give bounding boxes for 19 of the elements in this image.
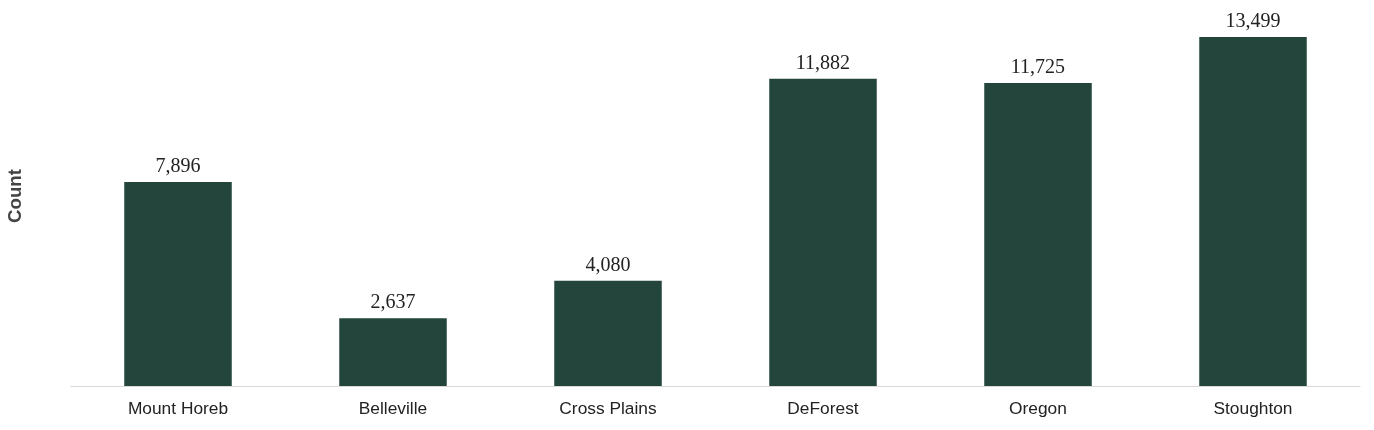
x-tick-label: Belleville [358, 397, 428, 418]
y-axis-title: Count [3, 169, 25, 223]
bar [124, 182, 232, 387]
data-label: 2,637 [370, 290, 416, 313]
bar [1199, 36, 1307, 387]
x-tick-label: Oregon [1009, 397, 1067, 418]
bar [339, 318, 447, 387]
data-label: 13,499 [1225, 8, 1281, 31]
data-label: 11,725 [1010, 54, 1066, 77]
bar [984, 82, 1092, 387]
bar [554, 280, 662, 387]
data-label: 4,080 [585, 252, 631, 275]
data-label: 7,896 [155, 154, 201, 177]
bar [769, 78, 877, 387]
x-tick-label: Cross Plains [559, 397, 657, 418]
x-tick-label: Stoughton [1213, 397, 1293, 418]
x-tick-label: Mount Horeb [127, 397, 229, 418]
data-label: 11,882 [795, 50, 851, 73]
x-tick-label: DeForest [787, 397, 859, 418]
